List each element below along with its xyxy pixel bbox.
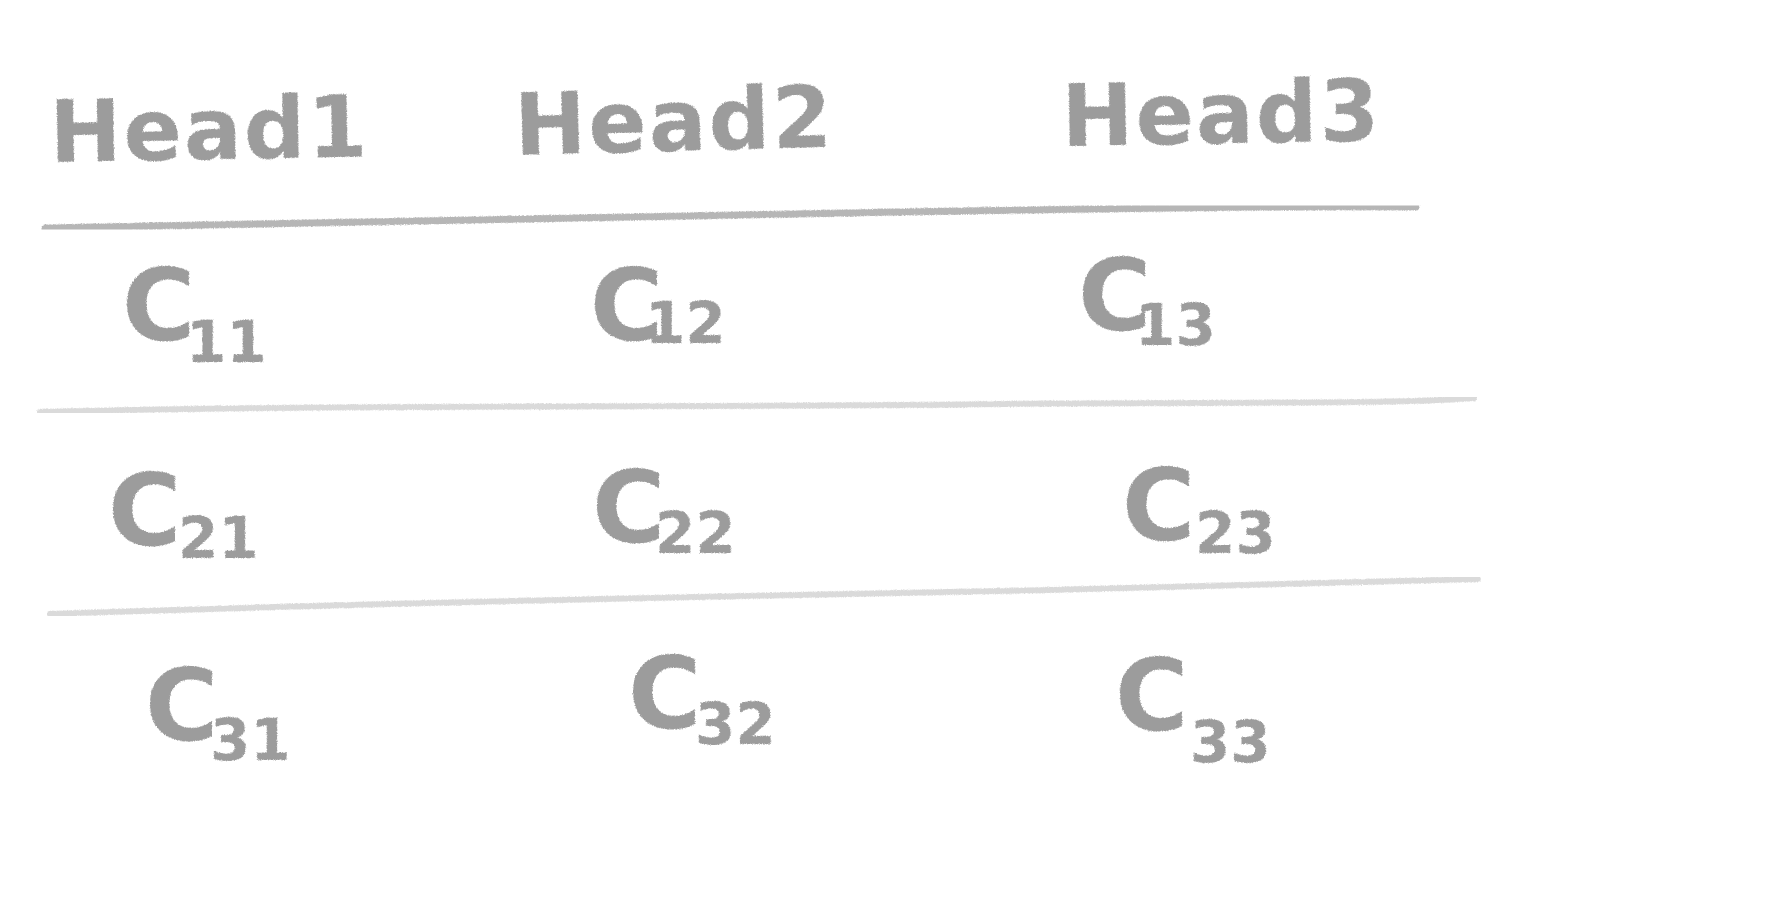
table-cell-r1c2: C 12 <box>590 247 726 364</box>
header-cell-3: Head3 <box>1061 61 1382 167</box>
table-cell-r2c3: C 23 <box>1122 447 1276 567</box>
header-cell-2: Head2 <box>513 68 835 176</box>
cell-letter: C <box>122 247 195 364</box>
table-cell-r1c3: C 13 <box>1078 237 1216 359</box>
table-cell-r2c2: C 22 <box>592 449 736 567</box>
cell-index: 11 <box>186 308 267 376</box>
table-cell-r3c1: C 31 <box>145 647 291 774</box>
table-cell-r3c2: C 32 <box>628 635 776 758</box>
cell-index: 12 <box>645 289 726 357</box>
cell-letter: C <box>108 452 181 569</box>
header-cell-1: Head1 <box>49 77 370 183</box>
table-cell-r2c1: C 21 <box>108 452 259 572</box>
table-row: C 11 C 12 C 13 <box>122 237 1216 376</box>
cell-letter: C <box>592 449 665 566</box>
cell-index: 23 <box>1195 499 1276 567</box>
cell-letter: C <box>1078 237 1151 354</box>
cell-letter: C <box>590 247 663 364</box>
cell-letter: C <box>1115 637 1188 754</box>
table-cell-r3c3: C 33 <box>1115 637 1271 776</box>
cell-letter: C <box>628 635 701 752</box>
row-divider <box>37 395 1477 415</box>
cell-index: 21 <box>178 504 259 572</box>
cell-index: 32 <box>695 690 776 758</box>
row-divider <box>47 576 1481 617</box>
cell-index: 22 <box>655 499 736 567</box>
table-row: C 31 C 32 C 33 <box>145 635 1271 776</box>
cell-index: 31 <box>210 706 291 774</box>
header-divider <box>41 203 1420 232</box>
cell-index: 13 <box>1135 291 1216 359</box>
cell-letter: C <box>1122 447 1195 564</box>
table-row: C 21 C 22 C 23 <box>108 447 1276 572</box>
cell-letter: C <box>145 647 218 764</box>
header-row: Head1 Head2 Head3 <box>49 61 1382 183</box>
table-cell-r1c1: C 11 <box>122 247 267 376</box>
cell-index: 33 <box>1190 708 1271 776</box>
